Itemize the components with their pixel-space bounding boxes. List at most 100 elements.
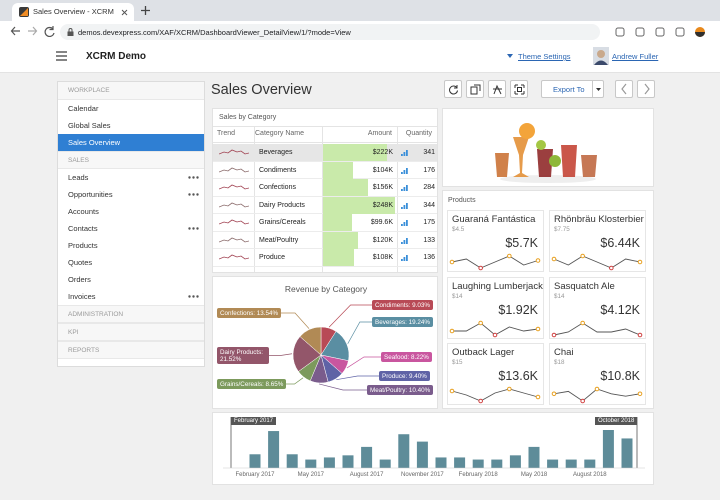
item-menu[interactable] [188, 193, 199, 196]
sparkline-marker [580, 398, 585, 404]
column-header[interactable]: Trend [217, 130, 236, 137]
lime [536, 140, 546, 150]
orange-slice [519, 123, 535, 139]
amount-bar [323, 249, 355, 266]
product-card[interactable]: Sasquatch Ale $14 $4.12K [549, 276, 646, 339]
sparkline-marker [609, 265, 614, 271]
amount-text: $156K [372, 184, 393, 191]
toolbar-button[interactable] [510, 80, 528, 98]
timeline-bar [268, 431, 280, 468]
leader-line [269, 353, 293, 356]
range-chart: February 2017 May 2017 August 2017 November… [223, 417, 645, 478]
toolbar-button[interactable] [488, 80, 506, 98]
grid-row[interactable]: Beverages $222K 341 [213, 144, 437, 162]
quantity-bar [401, 224, 403, 226]
sparkline-marker [449, 328, 455, 333]
item-menu[interactable] [188, 176, 199, 179]
arrow-icon [644, 83, 650, 95]
category-name: Dairy Products [259, 201, 305, 209]
grid-row[interactable]: Meat/Poultry $120K 133 [213, 231, 437, 249]
leader-line [286, 377, 304, 385]
amount-text: $104K [372, 166, 393, 174]
nav-item[interactable]: Contacts [58, 220, 204, 237]
quantity-text: 284 [423, 184, 435, 191]
product-card[interactable]: Laughing Lumberjack Lager$14 $1.92K [447, 276, 544, 339]
timeline-bar [305, 459, 317, 468]
quantity-bar [401, 259, 403, 261]
nav-item[interactable]: Orders [58, 271, 204, 288]
timeline-bar [565, 459, 577, 468]
nav-item[interactable]: Quotes [58, 254, 204, 271]
product-card[interactable]: Guaraná Fantástica $4.5 $5.7K [447, 210, 544, 272]
hamburger-menu[interactable] [56, 51, 67, 61]
item-menu[interactable] [188, 227, 199, 230]
product-name: Chai [554, 347, 574, 358]
quantity-icon [401, 167, 408, 174]
slice-label: Seafood: 8.22% [381, 352, 432, 362]
product-card[interactable]: Rhönbräu Klosterbier $7.75 $6.44K [549, 210, 646, 272]
toolbar-icon [514, 84, 525, 95]
theme-settings-link[interactable]: Theme Settings [518, 52, 571, 61]
nav-item[interactable]: Accounts [58, 203, 204, 220]
nav-item[interactable]: Calendar [58, 100, 204, 117]
lime [549, 155, 561, 167]
export-button[interactable]: Export To [541, 80, 604, 98]
item-menu[interactable] [188, 295, 199, 298]
timeline-bar [528, 446, 540, 468]
range-start-label[interactable]: February 2017 [231, 417, 277, 425]
sparkline-marker [535, 394, 541, 400]
product-card[interactable]: Outback Lager $15 $13.6K [447, 343, 544, 405]
toolbar-icon [635, 27, 645, 37]
slice-label: Grains/Cereals: 8.65% [217, 379, 287, 389]
sparkline-marker [478, 398, 483, 404]
grid-row[interactable]: Condiments $104K 176 [213, 161, 437, 179]
product-card[interactable]: Chai $18 $10.8K [549, 343, 646, 405]
nav-item[interactable]: Sales Overview [58, 134, 204, 151]
trend-sparkline [219, 184, 249, 190]
product-name: Sasquatch Ale [554, 280, 615, 292]
menu-dot [192, 295, 195, 298]
tab-title: Sales Overview - XCRM [33, 7, 114, 16]
column-header[interactable]: Category Name [255, 130, 305, 137]
grid-row[interactable]: Grains/Cereals $99.6K 175 [213, 214, 437, 232]
grid-row[interactable]: Confections $156K 284 [213, 179, 437, 197]
menu-dot [192, 227, 195, 230]
toolbar-button[interactable] [466, 80, 484, 98]
trend-sparkline [219, 202, 249, 207]
nav-buttons[interactable] [10, 25, 56, 37]
user-name-link[interactable]: Andrew Fuller [612, 52, 659, 61]
column-header[interactable]: Quantity [405, 130, 432, 137]
sparkline-marker [594, 386, 600, 392]
grid-row[interactable]: Produce $108K 136 [213, 249, 437, 267]
back-icon [10, 26, 20, 36]
tab-close[interactable] [121, 9, 128, 16]
toolbar-icon [470, 84, 481, 95]
range-end-label[interactable]: October 2018 [595, 417, 638, 425]
nav-item[interactable]: Opportunities [58, 186, 204, 203]
lock-icon [67, 28, 74, 36]
nav-item-label: Leads [68, 173, 89, 182]
new-tab[interactable] [141, 6, 150, 15]
nav-arrow-button[interactable] [615, 80, 633, 98]
tab-strip [0, 0, 720, 21]
nav-item[interactable]: Products [58, 237, 204, 254]
nav-arrow-button[interactable] [637, 80, 655, 98]
nav-item[interactable]: Leads [58, 169, 204, 186]
nav-item[interactable]: Invoices [58, 288, 204, 305]
column-header[interactable]: Amount [367, 130, 392, 137]
browser-tab[interactable]: Sales Overview - XCRM [12, 3, 134, 21]
timeline-bar [491, 459, 503, 468]
export-divider [592, 81, 593, 97]
toolbar-button[interactable] [444, 80, 462, 98]
nav-item[interactable]: Global Sales [58, 117, 204, 134]
slice-label: Beverages: 19.24% [372, 317, 433, 327]
pie-panel: Revenue by Category Condiments: 9.03% Beve… [212, 276, 438, 409]
url-field[interactable]: demos.devexpress.com/XAF/XCRM/DashboardV… [60, 24, 600, 40]
quantity-bar [406, 185, 408, 191]
grid-row[interactable]: Dairy Products $248K 344 [213, 196, 437, 214]
timeline-bar [602, 430, 614, 468]
timeline-bar [509, 455, 521, 468]
sparkline-marker [551, 391, 557, 397]
quantity-text: 133 [423, 236, 435, 244]
x-tick-label: February 2017 [235, 472, 275, 478]
